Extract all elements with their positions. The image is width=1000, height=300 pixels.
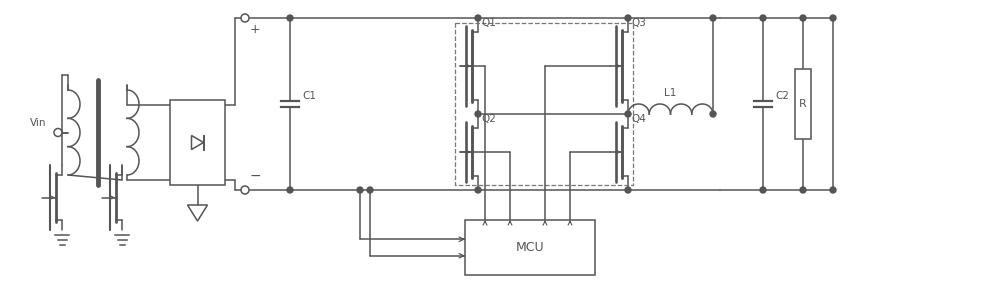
Circle shape <box>357 187 363 193</box>
Circle shape <box>475 187 481 193</box>
Circle shape <box>760 15 766 21</box>
Text: Vin: Vin <box>30 118 46 128</box>
Text: R: R <box>799 99 807 109</box>
Text: C2: C2 <box>775 91 789 101</box>
Bar <box>795 69 811 139</box>
Bar <box>465 220 595 275</box>
Circle shape <box>830 15 836 21</box>
Text: Q3: Q3 <box>631 18 646 28</box>
Circle shape <box>760 187 766 193</box>
Circle shape <box>475 111 481 117</box>
Circle shape <box>830 187 836 193</box>
Bar <box>170 100 225 185</box>
Circle shape <box>475 15 481 21</box>
Text: Q4: Q4 <box>631 114 646 124</box>
Circle shape <box>625 15 631 21</box>
Text: Q2: Q2 <box>481 114 496 124</box>
Text: Q1: Q1 <box>481 18 496 28</box>
Text: L1: L1 <box>664 88 677 98</box>
Circle shape <box>287 15 293 21</box>
Text: C1: C1 <box>302 91 316 101</box>
Circle shape <box>625 111 631 117</box>
Circle shape <box>241 186 249 194</box>
Circle shape <box>241 14 249 22</box>
Circle shape <box>710 15 716 21</box>
Circle shape <box>287 187 293 193</box>
Text: +: + <box>250 23 261 36</box>
Circle shape <box>54 128 62 136</box>
Circle shape <box>367 187 373 193</box>
Text: −: − <box>250 169 262 183</box>
Text: MCU: MCU <box>516 241 544 254</box>
Circle shape <box>800 187 806 193</box>
Circle shape <box>625 187 631 193</box>
Circle shape <box>710 111 716 117</box>
Circle shape <box>800 15 806 21</box>
